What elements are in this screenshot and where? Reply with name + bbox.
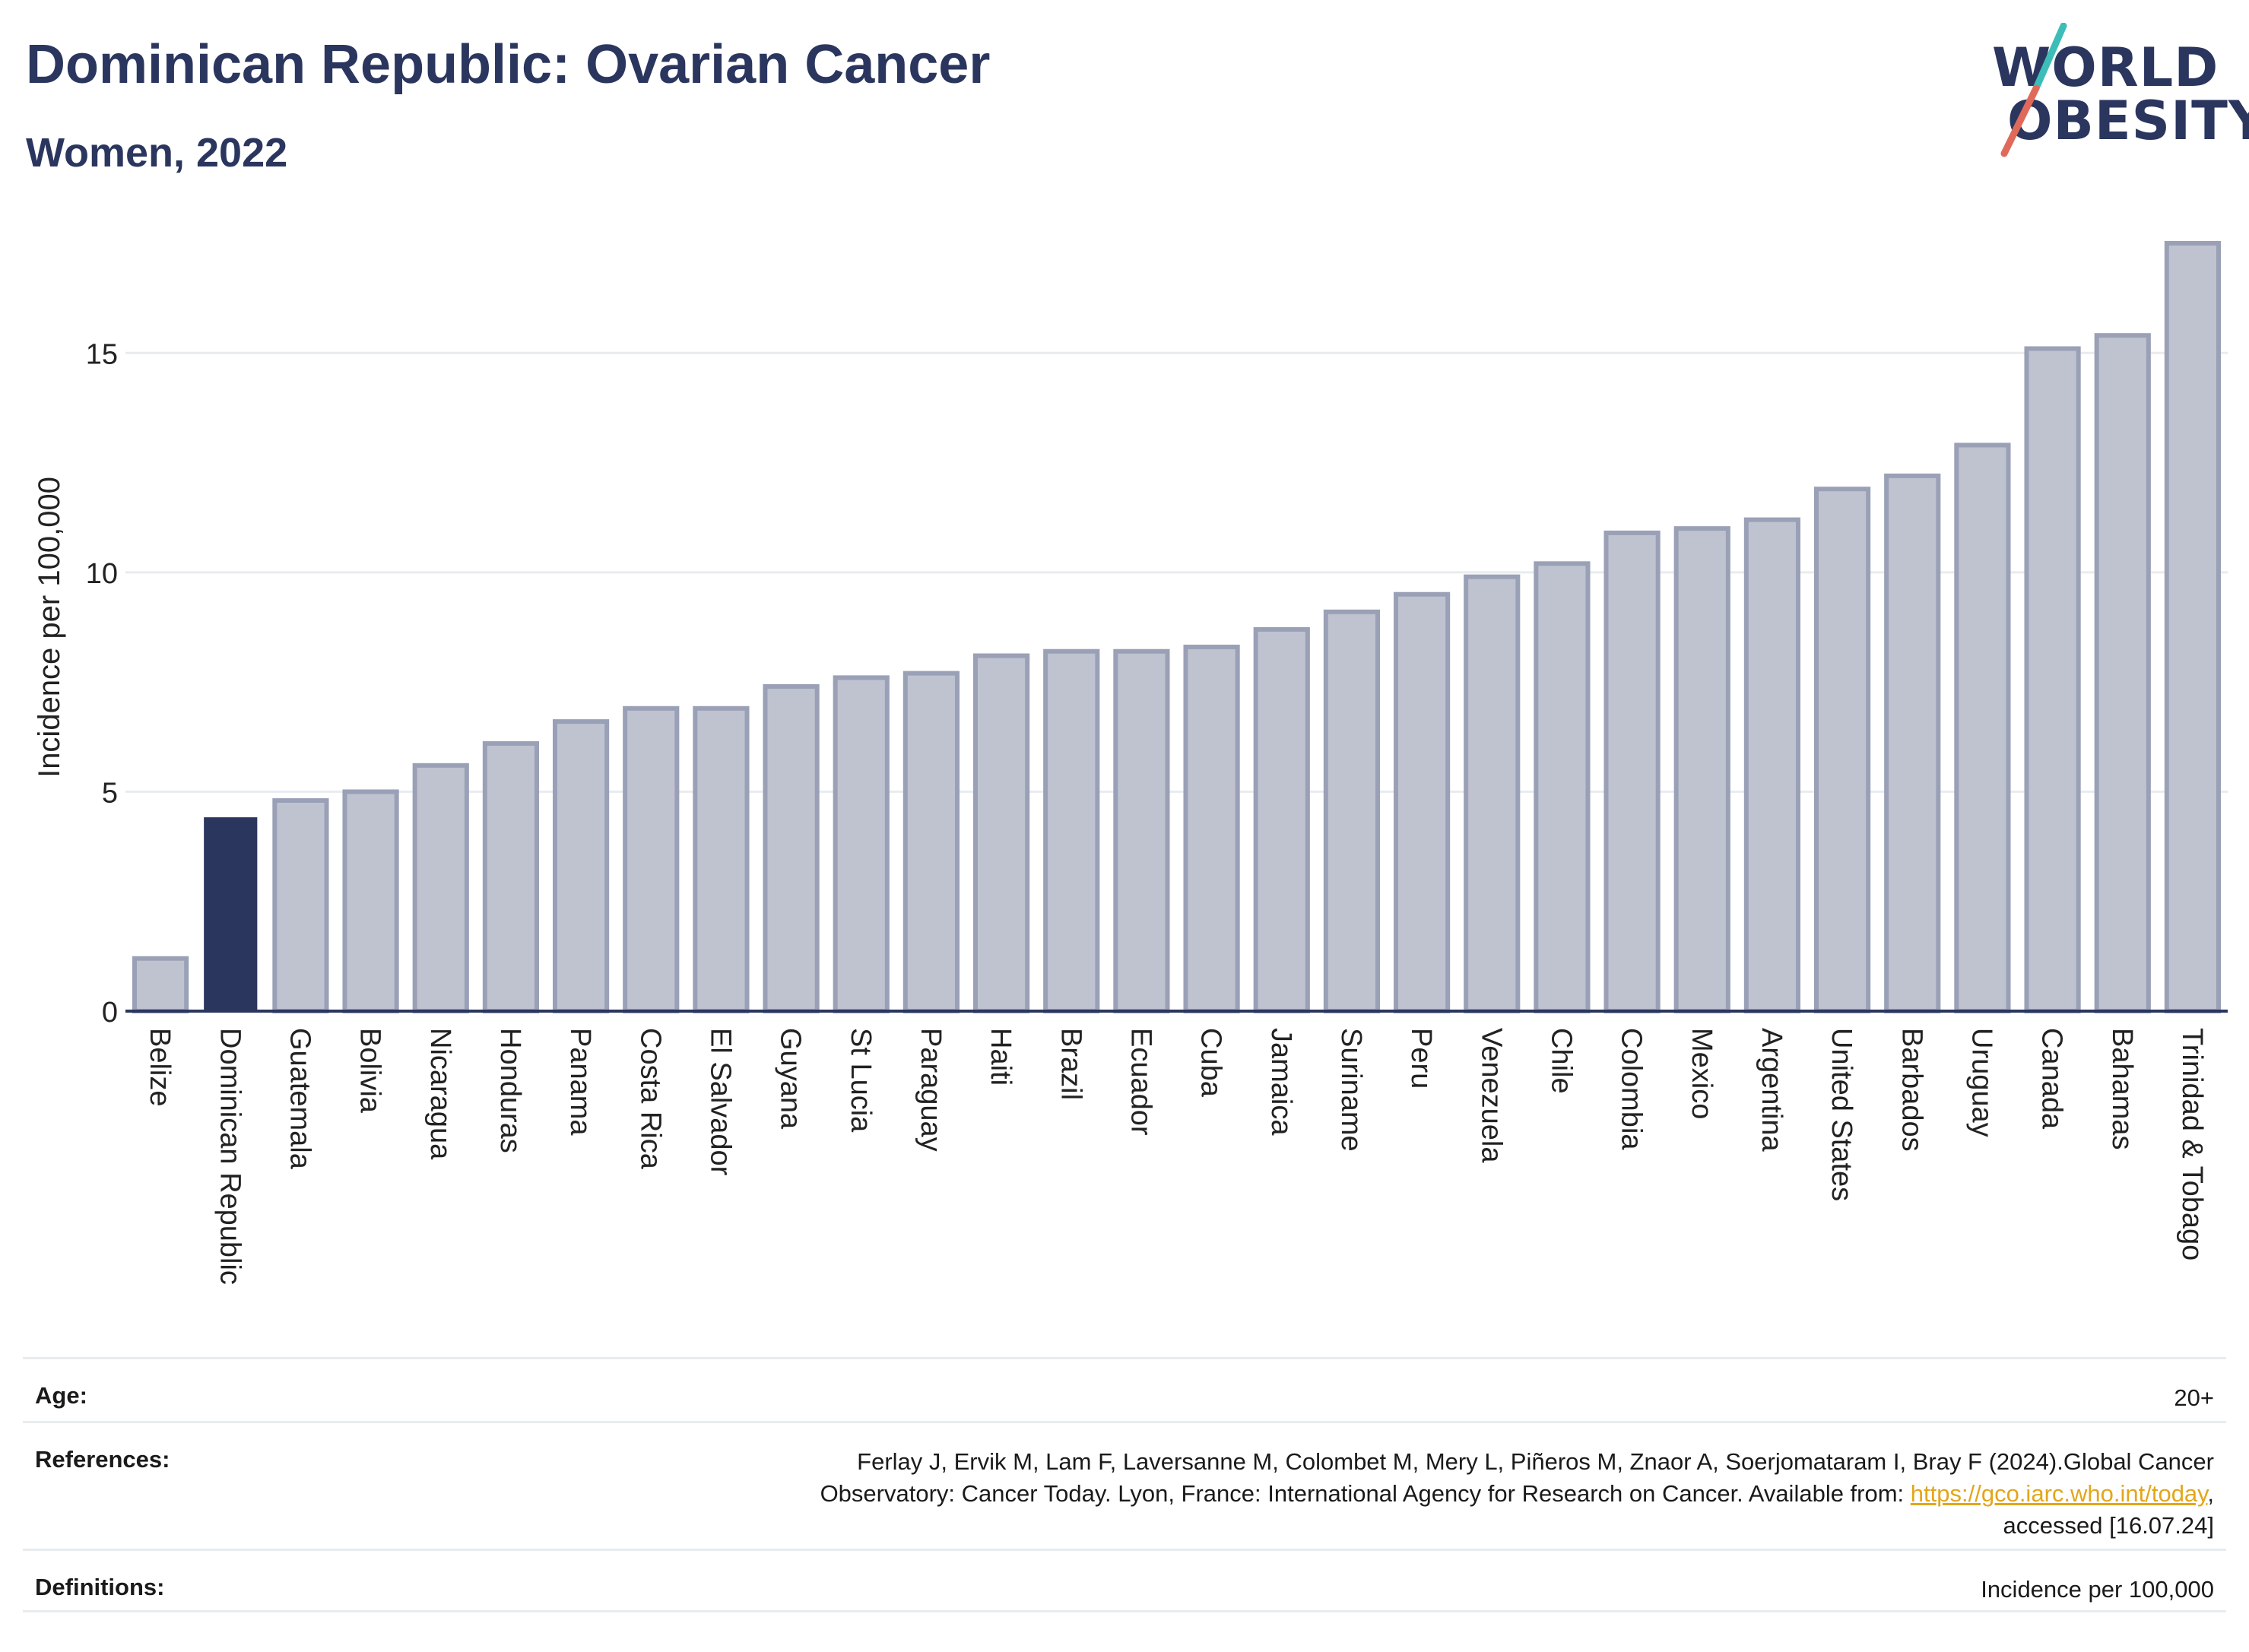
x-tick-label: Dominican Republic — [214, 1028, 246, 1285]
x-tick-label: Venezuela — [1475, 1028, 1507, 1163]
footer-definitions-row: Definitions: Incidence per 100,000 — [23, 1549, 2226, 1612]
logo-slash-icon — [2000, 23, 2067, 157]
x-tick-label: Suriname — [1335, 1028, 1367, 1152]
x-tick-label: Brazil — [1055, 1028, 1086, 1100]
bar-suriname[interactable] — [1323, 609, 1381, 1013]
bar-brazil[interactable] — [1043, 648, 1100, 1013]
bar-ecuador[interactable] — [1113, 648, 1170, 1013]
x-tick-label: Guyana — [775, 1028, 807, 1130]
x-tick-label: Trinidad & Tobago — [2176, 1028, 2208, 1260]
x-tick-label: Bolivia — [354, 1028, 386, 1114]
references-line-2: Observatory: Cancer Today. Lyon, France:… — [820, 1478, 2214, 1510]
references-text: Ferlay J, Ervik M, Lam F, Laversanne M, … — [820, 1446, 2214, 1542]
bar-st-lucia[interactable] — [833, 675, 890, 1013]
x-tick-label: Uruguay — [1965, 1028, 1997, 1137]
x-tick-label: Barbados — [1895, 1028, 1927, 1152]
bar-canada[interactable] — [2024, 346, 2081, 1013]
bar-peru[interactable] — [1393, 591, 1451, 1013]
footer-references-row: References: Ferlay J, Ervik M, Lam F, La… — [23, 1421, 2226, 1549]
x-tick-label: Haiti — [985, 1028, 1017, 1086]
x-tick-label: Canada — [2036, 1028, 2068, 1130]
x-tick-label: Jamaica — [1265, 1028, 1297, 1136]
bar-united-states[interactable] — [1813, 487, 1871, 1013]
y-tick-label: 5 — [102, 777, 118, 809]
chart-subtitle: Women, 2022 — [26, 130, 288, 176]
chart-title: Dominican Republic: Ovarian Cancer — [26, 34, 991, 95]
bar-guatemala[interactable] — [272, 797, 329, 1013]
references-label: References: — [35, 1446, 170, 1473]
x-tick-label: Peru — [1405, 1028, 1437, 1089]
bar-belize[interactable] — [132, 956, 189, 1013]
definitions-value: Incidence per 100,000 — [1981, 1576, 2214, 1603]
bar-costa-rica[interactable] — [623, 706, 680, 1013]
x-tick-label: Belize — [144, 1028, 176, 1107]
age-label: Age: — [35, 1382, 87, 1409]
bar-jamaica[interactable] — [1253, 626, 1310, 1014]
references-line-2-text: Observatory: Cancer Today. Lyon, France:… — [820, 1480, 1911, 1507]
bar-bahamas[interactable] — [2094, 333, 2151, 1013]
references-line-3: accessed [16.07.24] — [2003, 1512, 2214, 1539]
y-tick-label: 15 — [86, 338, 118, 370]
x-tick-label: Paraguay — [915, 1028, 947, 1152]
bar-chile[interactable] — [1534, 561, 1591, 1014]
bar-mexico[interactable] — [1673, 526, 1730, 1013]
x-tick-label: Costa Rica — [634, 1028, 666, 1170]
bar-argentina[interactable] — [1743, 517, 1801, 1014]
bar-uruguay[interactable] — [1954, 442, 2011, 1013]
bar-haiti[interactable] — [972, 653, 1030, 1013]
bar-cuba[interactable] — [1183, 644, 1240, 1013]
y-tick-label: 10 — [86, 558, 118, 590]
y-tick-label: 0 — [102, 997, 118, 1029]
x-tick-label: Guatemala — [284, 1028, 316, 1170]
bar-bolivia[interactable] — [342, 789, 399, 1014]
bar-venezuela[interactable] — [1464, 574, 1521, 1013]
references-line-2-comma: , — [2207, 1480, 2214, 1507]
bar-guyana[interactable] — [763, 683, 820, 1014]
bar-dominican-republic[interactable] — [204, 817, 258, 1012]
bar-nicaragua[interactable] — [412, 763, 469, 1013]
bar-chart: 0 5 10 15 Belize Dominican Republic Guatemala B… — [33, 241, 2228, 1285]
x-tick-label: Argentina — [1756, 1028, 1787, 1153]
bar-trinidad-tobago[interactable] — [2164, 241, 2222, 1013]
x-tick-label: El Salvador — [704, 1028, 736, 1176]
bar-panama[interactable] — [552, 719, 610, 1013]
x-tick-label: Panama — [564, 1028, 596, 1136]
footer-age-row: Age: 20+ — [23, 1357, 2226, 1421]
x-tick-label: Cuba — [1195, 1028, 1227, 1098]
chart-footer: Age: 20+ References: Ferlay J, Ervik M, … — [23, 1357, 2226, 1612]
logo-text-obesity: OBESITY — [2007, 90, 2249, 152]
x-tick-label: Honduras — [494, 1028, 526, 1153]
bar-paraguay[interactable] — [902, 671, 960, 1013]
x-tick-label: Mexico — [1686, 1028, 1718, 1119]
bar-el-salvador[interactable] — [693, 706, 750, 1013]
references-link[interactable]: https://gco.iarc.who.int/today — [1910, 1480, 2208, 1507]
bar-barbados[interactable] — [1884, 473, 1941, 1013]
logo-text-world: WORLD — [1992, 36, 2219, 99]
x-tick-label: St Lucia — [845, 1028, 877, 1133]
y-axis-title: Incidence per 100,000 — [33, 477, 66, 778]
x-tick-label: United States — [1826, 1028, 1857, 1201]
x-tick-label: Chile — [1545, 1028, 1577, 1094]
x-tick-label: Nicaragua — [424, 1028, 456, 1160]
bar-colombia[interactable] — [1603, 530, 1661, 1013]
world-obesity-logo: WORLD OBESITY — [1977, 23, 2249, 160]
references-line-1: Ferlay J, Ervik M, Lam F, Laversanne M, … — [857, 1448, 2214, 1475]
definitions-label: Definitions: — [35, 1574, 165, 1600]
x-tick-label: Colombia — [1616, 1028, 1648, 1150]
bar-honduras[interactable] — [482, 740, 540, 1013]
x-tick-label: Bahamas — [2106, 1028, 2138, 1150]
age-value: 20+ — [2174, 1384, 2214, 1411]
x-tick-label: Ecuador — [1124, 1028, 1156, 1136]
